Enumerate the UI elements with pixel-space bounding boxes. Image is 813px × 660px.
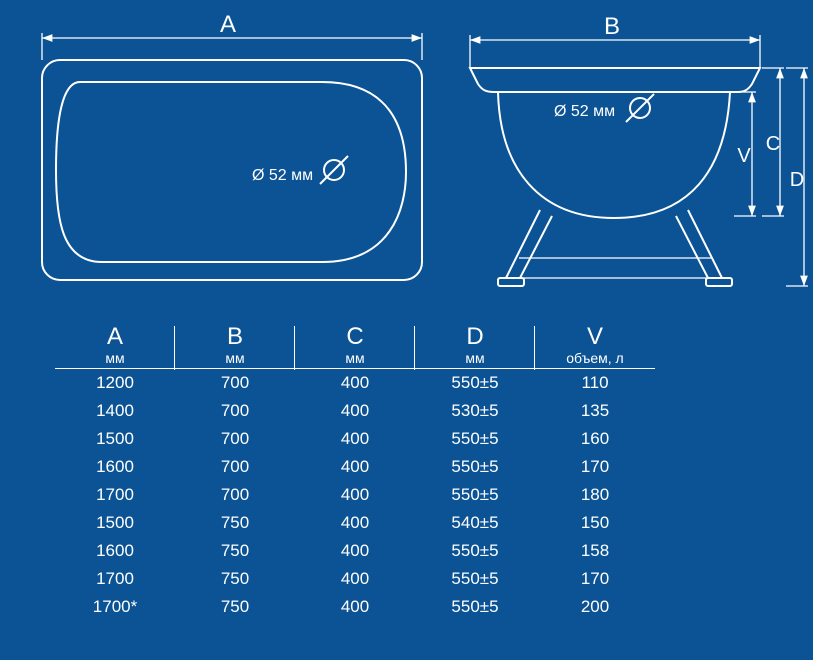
table-cell: 1700* [55,593,175,621]
table-cell: 540±5 [415,509,535,537]
table-cell: 1400 [55,397,175,425]
table-cell: 1500 [55,425,175,453]
dim-label-c: C [766,133,780,155]
table-cell: 750 [175,565,295,593]
col-letter: D [415,324,535,350]
table-row: 1700*750400550±5200 [55,593,655,621]
table-cell: 550±5 [415,537,535,565]
table-cell: 400 [295,425,415,453]
sideview-foot-left [498,278,524,286]
table-row: 1700750400550±5170 [55,565,655,593]
col-unit: мм [295,350,415,366]
table-cell: 700 [175,453,295,481]
table-cell: 530±5 [415,397,535,425]
table-cell: 110 [535,369,655,398]
table-cell: 700 [175,425,295,453]
table-cell: 158 [535,537,655,565]
dim-label-v: V [737,145,751,167]
table-cell: 400 [295,369,415,398]
table-row: 1400700400530±5135 [55,397,655,425]
sideview-rim [470,68,760,92]
table-cell: 135 [535,397,655,425]
table-cell: 700 [175,481,295,509]
table-cell: 550±5 [415,453,535,481]
topview-drain-label: Ø 52 мм [252,167,313,184]
table-row: 1600700400550±5170 [55,453,655,481]
topview-inner-basin [56,82,406,262]
col-unit: мм [55,350,175,366]
table-cell: 1500 [55,509,175,537]
table-cell: 550±5 [415,425,535,453]
sideview-drain-label: Ø 52 мм [554,103,615,120]
col-unit: объем, л [535,350,655,366]
table-cell: 400 [295,481,415,509]
table-row: 1500750400540±5150 [55,509,655,537]
table-cell: 550±5 [415,565,535,593]
table-row: 1500700400550±5160 [55,425,655,453]
table-cell: 700 [175,369,295,398]
table-cell: 550±5 [415,369,535,398]
table-header-row: AммBммCммDммVобъем, л [55,320,655,369]
sideview-leg-right [676,210,722,278]
table-body: 1200700400550±51101400700400530±51351500… [55,369,655,622]
table-cell: 1600 [55,453,175,481]
table-row: 1700700400550±5180 [55,481,655,509]
table-cell: 1700 [55,565,175,593]
table-cell: 550±5 [415,593,535,621]
col-header-a: Aмм [55,320,175,369]
dim-label-b: B [604,13,620,40]
table-row: 1200700400550±5110 [55,369,655,398]
dim-label-a: A [220,11,236,38]
col-unit: мм [175,350,295,366]
col-header-b: Bмм [175,320,295,369]
sideview-foot-right [706,278,732,286]
sideview-leg-left [506,210,552,278]
table-row: 1600750400550±5158 [55,537,655,565]
table-cell: 750 [175,537,295,565]
table-cell: 180 [535,481,655,509]
col-header-d: Dмм [415,320,535,369]
table-cell: 400 [295,397,415,425]
table-cell: 750 [175,509,295,537]
table-cell: 1600 [55,537,175,565]
col-header-v: Vобъем, л [535,320,655,369]
col-unit: мм [415,350,535,366]
table-cell: 400 [295,453,415,481]
dimensions-table: AммBммCммDммVобъем, л 1200700400550±5110… [55,320,655,621]
table-cell: 700 [175,397,295,425]
table-cell: 170 [535,565,655,593]
col-letter: A [55,324,175,350]
dim-label-d: D [790,169,804,191]
table-cell: 170 [535,453,655,481]
table-cell: 400 [295,565,415,593]
topview-outer-rect [42,60,422,280]
table-cell: 750 [175,593,295,621]
table-cell: 400 [295,509,415,537]
technical-diagram: Ø 52 мм A Ø 52 мм B V C [0,0,813,320]
table-cell: 200 [535,593,655,621]
table-cell: 550±5 [415,481,535,509]
table-cell: 400 [295,593,415,621]
col-letter: B [175,324,295,350]
col-letter: V [535,324,655,350]
table-cell: 150 [535,509,655,537]
page: Ø 52 мм A Ø 52 мм B V C [0,0,813,660]
table-cell: 160 [535,425,655,453]
col-header-c: Cмм [295,320,415,369]
col-letter: C [295,324,415,350]
table-cell: 1200 [55,369,175,398]
table-cell: 1700 [55,481,175,509]
table-cell: 400 [295,537,415,565]
